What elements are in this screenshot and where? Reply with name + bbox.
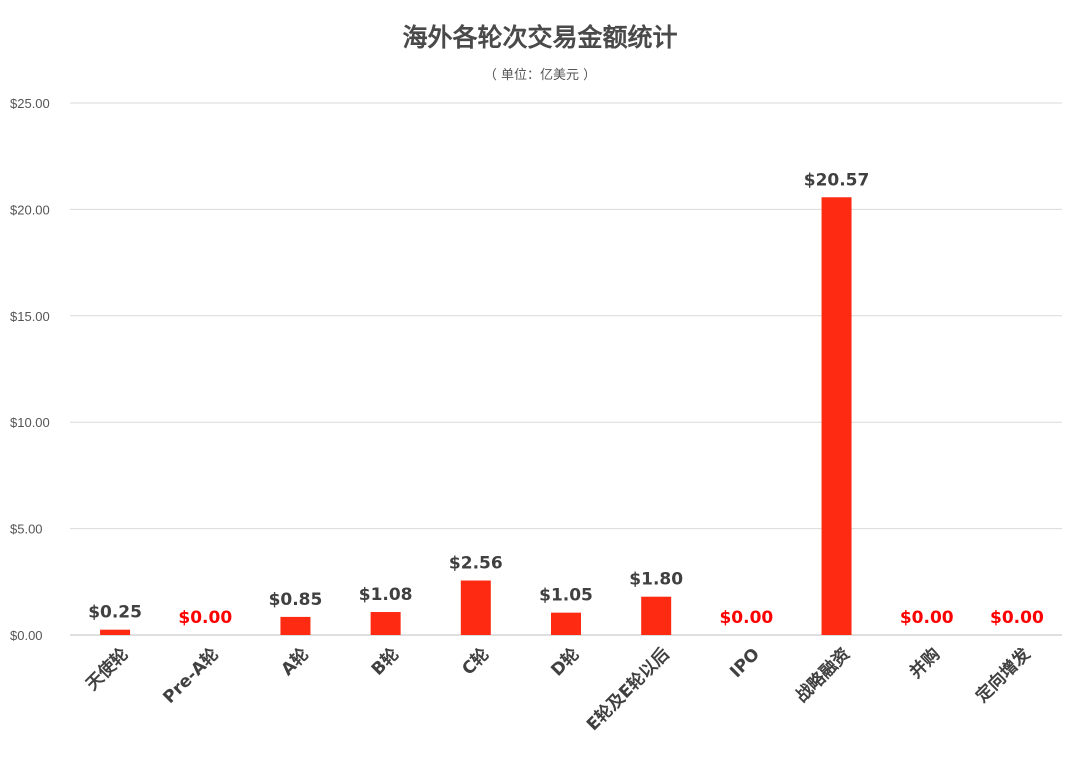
data-label: $0.85 bbox=[269, 590, 323, 610]
data-label: $0.25 bbox=[88, 603, 142, 623]
data-label: $0.00 bbox=[990, 608, 1044, 628]
x-tick-label: 并购 bbox=[905, 644, 944, 683]
y-tick-label: $0.00 bbox=[10, 628, 43, 643]
y-tick-label: $25.00 bbox=[10, 96, 50, 111]
bar bbox=[280, 616, 311, 635]
y-tick-label: $15.00 bbox=[10, 309, 50, 324]
data-label: $1.80 bbox=[629, 570, 683, 590]
data-label: $1.08 bbox=[359, 585, 413, 605]
y-tick-label: $5.00 bbox=[10, 522, 43, 537]
bar bbox=[460, 580, 491, 635]
x-tick-label: Pre-A轮 bbox=[159, 644, 223, 708]
bar bbox=[370, 612, 401, 635]
y-tick-label: $20.00 bbox=[10, 202, 50, 217]
x-tick-label: 天使轮 bbox=[82, 644, 133, 695]
data-label: $0.00 bbox=[900, 608, 954, 628]
x-tick-label: 战略融资 bbox=[791, 644, 854, 707]
x-tick-label: E轮及E轮以后 bbox=[582, 644, 673, 735]
data-label: $1.05 bbox=[539, 586, 593, 606]
data-label: $2.56 bbox=[449, 554, 503, 574]
bar bbox=[821, 197, 852, 636]
x-tick-label: D轮 bbox=[547, 644, 584, 681]
y-tick-label: $10.00 bbox=[10, 415, 50, 430]
bar bbox=[641, 596, 672, 635]
data-label: $20.57 bbox=[804, 170, 870, 190]
chart-title: 海外各轮次交易金额统计 bbox=[402, 23, 678, 52]
x-tick-label: IPO bbox=[726, 644, 764, 682]
x-tick-label: C轮 bbox=[458, 644, 494, 680]
x-tick-label: B轮 bbox=[367, 644, 403, 680]
data-label: $0.00 bbox=[178, 608, 232, 628]
bar bbox=[100, 629, 131, 635]
chart-subtitle: （ 单位：亿美元 ） bbox=[483, 68, 597, 83]
bar bbox=[551, 612, 581, 635]
x-tick-label: A轮 bbox=[277, 644, 313, 680]
data-label: $0.00 bbox=[719, 608, 773, 628]
x-tick-label: 定向增发 bbox=[972, 643, 1036, 707]
